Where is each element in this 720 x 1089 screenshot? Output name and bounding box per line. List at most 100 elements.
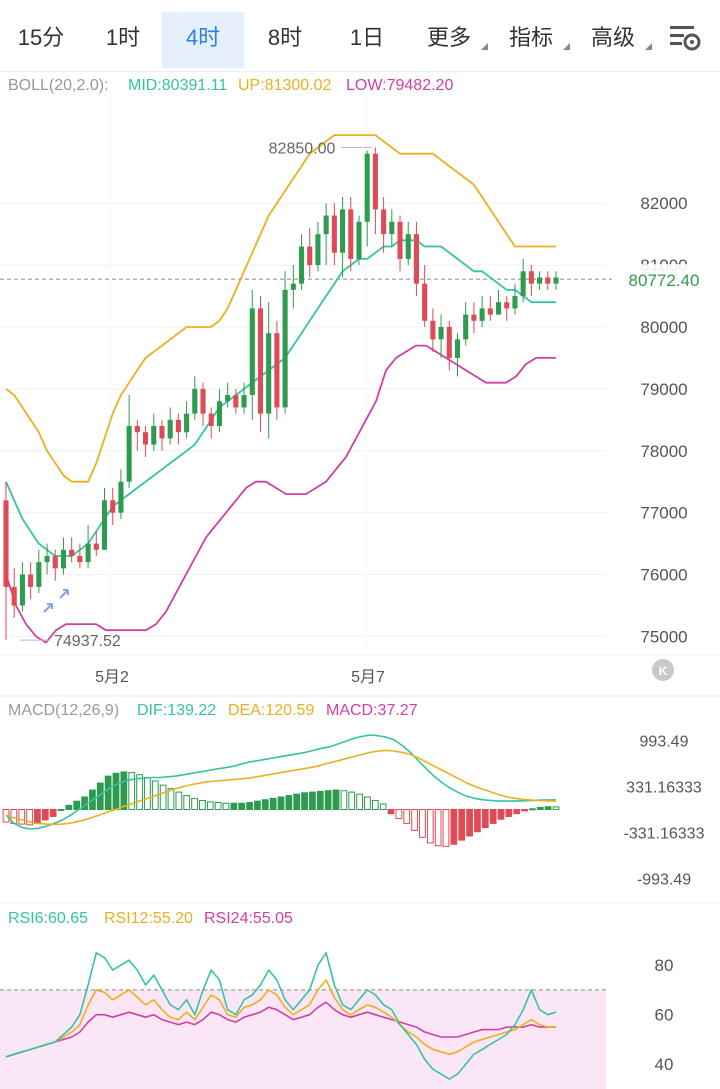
candle-body <box>512 296 518 309</box>
macd-histogram-bar <box>316 790 324 810</box>
macd-histogram-bar <box>159 784 167 810</box>
candle-body <box>52 555 58 569</box>
tab-5[interactable]: 更多 <box>408 12 490 68</box>
candle-body <box>487 308 493 315</box>
candle-body <box>454 339 461 358</box>
candle-body <box>118 481 124 513</box>
tab-6[interactable]: 指标 <box>490 12 572 68</box>
candle-body <box>356 221 362 259</box>
macd-histogram-bar <box>34 809 41 824</box>
main-x-tick-label: 5月2 <box>95 669 129 686</box>
rsi-y-tick-label: 80 <box>655 956 674 975</box>
macd-histogram-bar <box>340 790 348 811</box>
macd-histogram-bar <box>183 795 191 810</box>
candle-body <box>504 302 510 309</box>
candle-body <box>405 234 411 259</box>
candle-body <box>110 500 116 513</box>
main-y-tick-label: 76000 <box>640 566 687 585</box>
macd-histogram-bar <box>206 801 214 810</box>
candle-body <box>364 153 370 222</box>
low-marker-label: 74937.52 <box>54 633 121 650</box>
last-price-label: 80772.40 <box>629 271 700 290</box>
macd-dea-label: DEA:120.59 <box>228 702 314 719</box>
candle-body <box>167 419 173 439</box>
rsi12-line <box>5 979 556 1058</box>
candle-body <box>463 314 469 340</box>
candle-body <box>471 314 477 321</box>
tab-7[interactable]: 高级 <box>572 12 654 68</box>
tab-1[interactable]: 1时 <box>82 12 164 68</box>
rsi12-label: RSI12:55.20 <box>104 910 193 927</box>
candle-body <box>389 221 395 235</box>
candle-body <box>290 283 296 290</box>
candle-body <box>446 326 452 358</box>
candle-body <box>208 413 214 427</box>
candle-body <box>397 221 403 259</box>
macd-histogram-bar <box>104 775 112 810</box>
candle-body <box>298 246 305 284</box>
candle-body <box>151 426 157 445</box>
macd-histogram-bar <box>191 797 198 810</box>
candle-body <box>282 289 288 408</box>
macd-histogram-bar <box>73 800 81 811</box>
candle-body <box>340 209 346 253</box>
macd-histogram-bar <box>261 799 269 811</box>
candle-body <box>430 320 436 340</box>
tab-0[interactable]: 15分 <box>0 12 82 68</box>
macd-histogram-bar <box>552 806 560 810</box>
macd-histogram-bar <box>379 803 387 811</box>
candle-body <box>266 333 272 414</box>
macd-y-tick-label: -993.49 <box>637 872 691 889</box>
macd-histogram-bar <box>128 772 136 811</box>
tab-2[interactable]: 4时 <box>162 12 244 68</box>
candle-body <box>528 271 534 284</box>
macd-value-label: MACD:37.27 <box>326 702 418 719</box>
macd-histogram-bar <box>356 793 363 810</box>
candle-body <box>553 277 559 284</box>
macd-y-tick-label: 331.16333 <box>626 779 702 796</box>
macd-histogram-bar <box>120 771 128 810</box>
macd-histogram-bar <box>434 809 442 847</box>
main-y-tick-label: 75000 <box>640 627 687 646</box>
tab-4[interactable]: 1日 <box>326 12 408 68</box>
macd-histogram-bar <box>529 808 536 811</box>
main-y-tick-label: 82000 <box>640 194 687 213</box>
candle-body <box>274 333 280 408</box>
high-marker-label: 82850.00 <box>269 141 336 158</box>
macd-histogram-bar <box>544 806 552 811</box>
chart-settings-icon[interactable] <box>664 20 704 56</box>
macd-histogram-bar <box>285 795 293 810</box>
tab-3[interactable]: 8时 <box>244 12 326 68</box>
macd-histogram-bar <box>371 799 379 810</box>
macd-histogram-bar <box>324 790 332 811</box>
macd-dea-line <box>5 749 557 826</box>
candle-body <box>216 401 222 427</box>
macd-histogram-bar <box>277 796 285 810</box>
boll-lower-line <box>5 344 556 644</box>
candle-body <box>520 271 526 297</box>
candle-body <box>93 543 99 550</box>
candle-body <box>3 500 9 587</box>
candle-body <box>19 574 25 606</box>
macd-histogram-bar <box>175 791 183 811</box>
macd-histogram-bar <box>112 772 120 810</box>
macd-histogram-bar <box>513 809 521 815</box>
macd-histogram-bar <box>293 793 301 810</box>
candle-body <box>11 586 17 606</box>
candle-body <box>184 413 190 433</box>
candle-body <box>69 549 75 556</box>
macd-histogram-bar <box>450 809 458 845</box>
tab-label: 更多 <box>426 25 471 50</box>
tab-label: 高级 <box>590 25 635 50</box>
macd-histogram-bar <box>57 809 65 811</box>
expand-chart-icon <box>43 589 69 613</box>
candle-body <box>438 326 444 340</box>
collapse-button-icon <box>652 659 674 681</box>
dropdown-caret-icon <box>563 43 570 50</box>
candle-body <box>101 500 108 550</box>
macd-histogram-bar <box>214 802 222 811</box>
macd-y-tick-label: -331.16333 <box>624 826 705 843</box>
tab-label: 8时 <box>267 25 303 50</box>
macd-histogram-bar <box>301 792 308 810</box>
